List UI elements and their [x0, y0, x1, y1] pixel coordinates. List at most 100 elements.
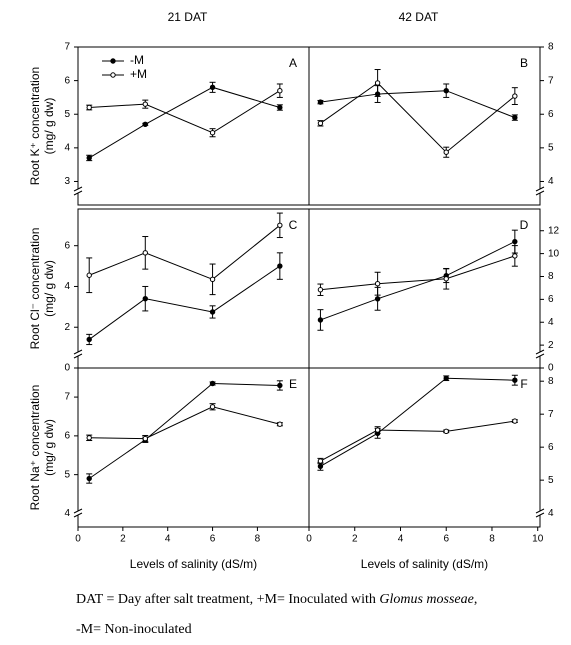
y-tick-label: 6 — [64, 431, 70, 442]
axis-break — [73, 512, 83, 518]
y-axis-label: (mg/ g dw) — [42, 419, 56, 476]
x-tick-label: 2 — [120, 534, 126, 545]
y-tick-label: 12 — [548, 225, 560, 236]
axis-break — [535, 353, 545, 359]
y-tick-label: 6 — [548, 442, 554, 453]
series-line — [89, 90, 281, 134]
y-tick-label: 5 — [548, 475, 554, 486]
y-tick-label: 2 — [64, 322, 70, 333]
panel-frame — [308, 367, 541, 528]
data-point — [277, 104, 283, 111]
y-tick-label: 6 — [548, 109, 554, 120]
data-point — [142, 101, 148, 107]
x-axis-label: Levels of salinity (dS/m) — [361, 557, 488, 571]
data-point — [277, 88, 283, 94]
series-line — [320, 420, 515, 462]
data-point — [86, 336, 92, 343]
caption-line: -M= Non-inoculated — [76, 622, 192, 637]
data-point — [374, 427, 381, 433]
data-point — [374, 280, 381, 287]
y-tick-label: 7 — [548, 75, 554, 86]
x-tick-label: 10 — [532, 534, 544, 545]
y-tick-label: 2 — [548, 340, 554, 351]
y-axis-label: Root Na⁺ concentration — [28, 385, 42, 511]
x-tick-label: 4 — [165, 534, 171, 545]
caption-text: DAT = Day after salt treatment, +M= Inoc… — [76, 592, 380, 607]
y-axis-label: (mg/ g dw) — [42, 98, 56, 155]
data-point — [209, 276, 216, 283]
series-line — [320, 377, 515, 467]
axis-break — [536, 189, 544, 193]
y-tick-label: 7 — [548, 409, 554, 420]
panel-label: D — [520, 218, 529, 232]
panel-frame — [77, 367, 310, 528]
y-tick-label: 5 — [548, 142, 554, 153]
axis-break — [535, 349, 545, 355]
data-point — [209, 84, 216, 91]
y-tick-label: 4 — [548, 176, 554, 187]
caption-text: , — [473, 592, 478, 607]
data-point — [317, 287, 324, 293]
x-axis-label: Levels of salinity (dS/m) — [130, 557, 257, 571]
series-line — [88, 86, 280, 159]
y-axis-label: (mg/ g dw) — [42, 260, 56, 317]
panel-label: A — [289, 56, 297, 70]
axis-break — [535, 512, 545, 518]
data-point — [209, 380, 216, 387]
panel-frame — [308, 208, 541, 369]
data-point — [512, 114, 518, 121]
data-point — [142, 121, 148, 128]
data-point — [277, 421, 283, 427]
axis-break — [535, 190, 545, 196]
panel-label: C — [289, 218, 298, 232]
x-tick-label: 8 — [489, 534, 495, 545]
y-tick-label: 8 — [548, 271, 554, 282]
series-line — [88, 383, 280, 479]
data-point — [277, 263, 283, 269]
data-point — [86, 104, 92, 111]
axis-break — [74, 511, 82, 515]
panel-label: F — [520, 377, 527, 391]
legend-marker — [110, 72, 116, 78]
data-point — [142, 250, 148, 256]
y-tick-label: 7 — [64, 392, 70, 403]
y-tick-label: 4 — [64, 508, 70, 519]
data-point — [512, 377, 518, 383]
column-title: 21 DAT — [168, 10, 208, 24]
series-line — [320, 255, 516, 291]
axis-break — [535, 186, 545, 192]
data-point — [277, 382, 283, 389]
y-tick-label: 8 — [548, 376, 554, 387]
series-line — [89, 406, 280, 440]
legend-label: -M — [130, 53, 144, 67]
data-point — [443, 375, 449, 381]
data-point — [86, 272, 92, 278]
data-point — [86, 475, 92, 482]
y-tick-label: 4 — [548, 508, 554, 519]
y-tick-label: 6 — [64, 75, 70, 86]
data-point — [317, 120, 324, 127]
x-tick-label: 6 — [210, 534, 216, 545]
axis-break — [535, 508, 545, 514]
data-point — [512, 253, 518, 259]
axis-break — [74, 189, 82, 193]
y-tick-label: 5 — [64, 469, 70, 480]
legend-marker — [110, 58, 116, 64]
caption-species: Glomus mosseae — [379, 592, 474, 607]
x-tick-label: 2 — [352, 534, 358, 545]
axis-break — [73, 349, 83, 355]
panel-frame — [77, 46, 310, 206]
data-point — [317, 317, 324, 323]
y-tick-label: 0 — [548, 363, 554, 374]
axis-break — [73, 353, 83, 359]
axis-break — [73, 190, 83, 196]
y-axis-label: Root K⁺ concentration — [28, 67, 42, 185]
y-tick-label: 5 — [64, 109, 70, 120]
data-point — [374, 296, 381, 302]
y-tick-label: 10 — [548, 248, 560, 259]
y-tick-label: 3 — [64, 176, 70, 187]
series-line — [88, 265, 281, 340]
x-tick-label: 8 — [255, 534, 261, 545]
panel-label: B — [520, 56, 528, 70]
